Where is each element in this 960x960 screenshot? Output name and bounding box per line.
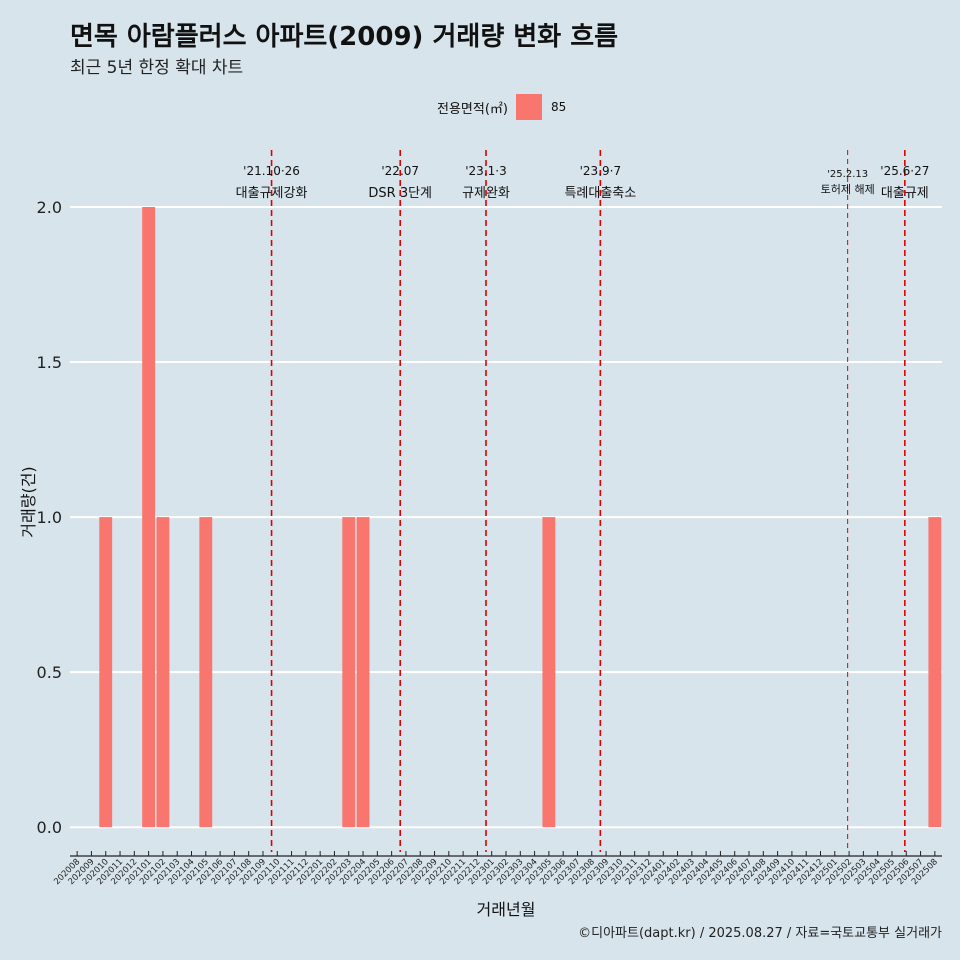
event-date-label: '22.07 (381, 164, 419, 178)
bar-202105 (199, 517, 213, 828)
y-tick-label: 0.5 (37, 663, 62, 682)
bar-202508 (928, 517, 942, 828)
event-name-label: 특례대출축소 (564, 186, 636, 201)
bar-202204 (356, 517, 370, 828)
event-name-label: DSR 3단계 (368, 186, 432, 201)
chart-title: 면목 아람플러스 아파트(2009) 거래량 변화 흐름 (70, 22, 619, 52)
bar-202102 (156, 517, 170, 828)
y-tick-label: 2.0 (37, 198, 62, 217)
legend-entry-label: 85 (550, 100, 567, 114)
gridlines (70, 206, 942, 829)
event-name-label: 토허제 해제 (821, 182, 875, 196)
event-name-label: 규제완화 (462, 186, 510, 201)
event-date-label: '21.10·26 (243, 164, 300, 178)
y-tick-label: 1.0 (37, 508, 62, 527)
bar-202010 (99, 517, 113, 828)
event-date-label: '23.9·7 (580, 164, 621, 178)
event-lines: '21.10·26 대출규제강화 '22.07 DSR 3단계 '23.1·3 규제완화 '… (236, 150, 929, 852)
legend: 전용면적(㎡) 85 (437, 94, 566, 120)
y-axis-title: 거래량(건) (19, 466, 38, 537)
y-tick-label: 1.5 (37, 353, 62, 372)
y-tick-label: 0.0 (37, 818, 62, 837)
event-date-label: '25.6·27 (880, 164, 929, 178)
bar-202305 (542, 517, 556, 828)
y-axis: 0.0 0.5 1.0 1.5 2.0 (37, 198, 62, 837)
x-axis-title: 거래년월 (477, 900, 536, 919)
event-date-label: '23.1·3 (465, 164, 506, 178)
x-axis: 2020082020092020102020112020122021012021… (52, 851, 942, 887)
chart-subtitle: 최근 5년 한정 확대 차트 (70, 58, 244, 78)
source-caption: ©디아파트(dapt.kr) / 2025.08.27 / 자료=국토교통부 실… (578, 926, 942, 941)
event-name-label: 대출규제강화 (236, 186, 308, 201)
bars (99, 207, 942, 828)
event-name-label: 대출규제 (881, 186, 929, 201)
legend-swatch (515, 94, 542, 120)
event-date-label: '25.2.13 (827, 169, 868, 180)
bar-202203 (342, 517, 356, 828)
bar-202101 (142, 207, 156, 828)
legend-title: 전용면적(㎡) (437, 101, 508, 117)
